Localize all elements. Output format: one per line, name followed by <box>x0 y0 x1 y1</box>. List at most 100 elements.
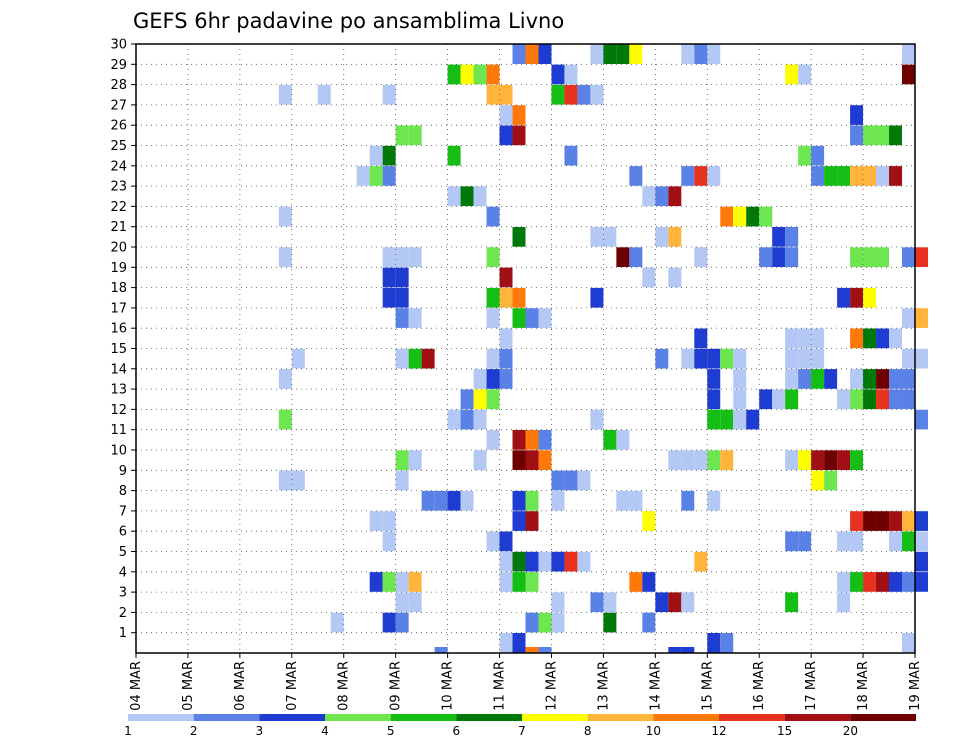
colorbar-swatch <box>653 714 719 721</box>
precip-cell-member-14 <box>278 369 292 389</box>
precip-cell-member-24 <box>681 166 695 186</box>
precip-cell-member-16 <box>499 328 513 349</box>
precip-cell-member-21 <box>668 227 682 247</box>
precip-cell-member-27 <box>499 105 513 125</box>
precip-cell-member-3 <box>681 592 695 613</box>
precip-cell-member-28 <box>577 84 591 105</box>
precip-cell-member-10 <box>850 450 864 470</box>
precip-cell-member-20 <box>278 247 292 267</box>
colorbar-label: 2 <box>190 724 198 738</box>
precip-cell-member-10 <box>395 450 409 470</box>
precip-cell-member-5 <box>694 551 708 572</box>
precip-cell-member-14 <box>863 369 877 389</box>
precip-cell-member-1 <box>512 633 526 653</box>
precip-cell-member-4 <box>642 572 656 592</box>
precip-cell-member-3 <box>551 592 565 613</box>
precip-cell-bottom <box>668 647 682 653</box>
precip-cell-member-4 <box>395 572 409 592</box>
precip-cell-member-24 <box>811 166 825 186</box>
precip-cell-member-16 <box>889 328 903 349</box>
precip-cell-member-1 <box>707 633 721 653</box>
precip-cell-member-6 <box>798 531 812 552</box>
precip-cell-member-17 <box>395 308 409 328</box>
y-tick-label: 26 <box>110 119 127 134</box>
precip-cell-member-3 <box>837 592 851 613</box>
precip-cell-member-6 <box>486 531 500 552</box>
precip-cell-member-20 <box>785 247 799 267</box>
precip-cell-member-13 <box>785 389 799 410</box>
precip-cell-member-8 <box>551 490 565 511</box>
precip-cell-member-21 <box>772 227 786 247</box>
x-tick-label: 12 MAR <box>544 661 559 711</box>
precip-cell-member-20 <box>850 247 864 267</box>
precip-cell-member-30 <box>707 44 721 64</box>
colorbar-swatch <box>784 714 851 721</box>
precip-cell-member-22 <box>278 206 292 227</box>
precip-cell-member-7 <box>915 511 928 531</box>
precip-cell-member-8 <box>616 490 630 511</box>
precip-cell-member-18 <box>382 287 396 308</box>
precip-cell-member-2 <box>538 612 552 633</box>
precip-cell-member-10 <box>798 450 812 470</box>
precip-cell-member-26 <box>408 125 422 146</box>
precip-cell-member-7 <box>889 511 903 531</box>
precip-cell-member-27 <box>512 105 526 125</box>
x-tick-label: 11 MAR <box>493 661 508 711</box>
colorbar-label: 8 <box>584 724 592 738</box>
precip-cell-member-20 <box>486 247 500 267</box>
precip-cell-member-24 <box>382 166 396 186</box>
precip-cell-member-7 <box>863 511 877 531</box>
precipitation-cells <box>278 44 928 653</box>
precip-cell-member-28 <box>486 84 500 105</box>
precip-cell-member-11 <box>486 430 500 450</box>
precip-cell-member-4 <box>863 572 877 592</box>
y-tick-label: 4 <box>119 565 127 580</box>
precip-cell-member-12 <box>447 409 461 430</box>
x-tick-label: 13 MAR <box>596 661 611 711</box>
y-tick-label: 29 <box>110 58 127 73</box>
y-tick-label: 24 <box>110 159 127 174</box>
precip-cell-member-19 <box>499 267 513 288</box>
precip-cell-member-16 <box>863 328 877 349</box>
precip-cell-member-1 <box>902 633 915 653</box>
precip-cell-member-14 <box>902 369 915 389</box>
precip-cell-member-26 <box>499 125 513 146</box>
precip-cell-member-12 <box>733 409 747 430</box>
y-tick-label: 21 <box>110 220 127 235</box>
precip-cell-member-10 <box>785 450 799 470</box>
precip-cell-member-12 <box>915 409 928 430</box>
precip-cell-member-15 <box>395 348 409 369</box>
precip-cell-member-2 <box>551 612 565 633</box>
y-tick-label: 12 <box>110 403 127 418</box>
precip-cell-member-6 <box>785 531 799 552</box>
precip-cell-member-3 <box>590 592 604 613</box>
colorbar-label: 4 <box>321 724 329 738</box>
precip-cell-member-6 <box>902 531 915 552</box>
precip-cell-member-18 <box>590 287 604 308</box>
precip-cell-member-11 <box>512 430 526 450</box>
precip-cell-member-11 <box>538 430 552 450</box>
y-tick-label: 18 <box>110 281 127 296</box>
precip-cell-member-4 <box>382 572 396 592</box>
precip-cell-member-15 <box>798 348 812 369</box>
precip-cell-member-15 <box>486 348 500 369</box>
precip-cell-member-24 <box>863 166 877 186</box>
precip-cell-member-15 <box>291 348 305 369</box>
precip-cell-member-9 <box>291 470 305 491</box>
precip-cell-member-18 <box>863 287 877 308</box>
precip-cell-member-20 <box>915 247 928 267</box>
y-tick-label: 14 <box>110 362 127 377</box>
precip-cell-member-20 <box>759 247 773 267</box>
precip-cell-member-8 <box>525 490 539 511</box>
x-tick-label: 14 MAR <box>648 661 663 711</box>
precip-cell-member-3 <box>395 592 409 613</box>
precip-cell-member-8 <box>421 490 435 511</box>
x-axis: 04 MAR 05 MAR 06 MAR 07 MAR 08 MAR 09 MAR 10 M… <box>129 653 923 711</box>
precip-cell-member-6 <box>837 531 851 552</box>
y-tick-label: 30 <box>110 38 127 53</box>
precip-cell-member-11 <box>603 430 617 450</box>
precip-cell-member-13 <box>837 389 851 410</box>
precip-cell-member-15 <box>694 348 708 369</box>
y-tick-label: 28 <box>110 78 127 93</box>
x-tick-label: 16 MAR <box>752 661 767 711</box>
